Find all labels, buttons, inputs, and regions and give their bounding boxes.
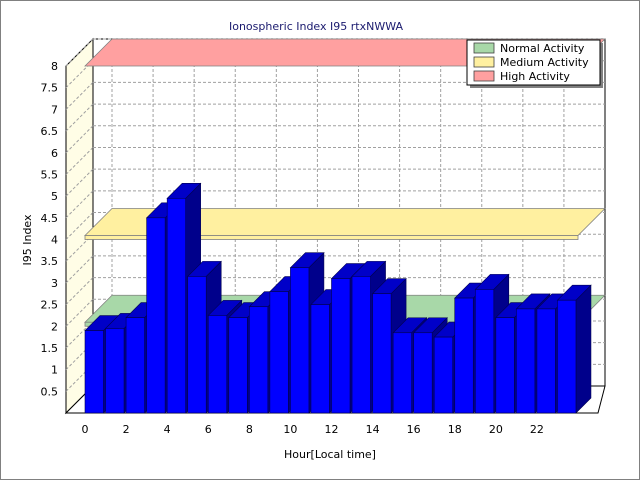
y-tick-label: 7.5 <box>41 82 59 95</box>
bar <box>536 308 556 414</box>
bar <box>105 328 125 414</box>
bar <box>351 276 371 414</box>
y-tick-label: 6 <box>51 147 58 160</box>
bar <box>495 317 515 414</box>
x-tick-labels: 0 2 4 6 8 10 12 14 16 18 20 22 <box>82 423 544 436</box>
legend-label: Medium Activity <box>500 56 589 69</box>
bar <box>125 317 145 414</box>
grid-line-side <box>65 38 94 67</box>
x-tick-label: 4 <box>164 423 171 436</box>
y-tick-label: 5 <box>51 190 58 203</box>
bar <box>207 315 228 414</box>
x-tick-label: 8 <box>246 423 253 436</box>
bar <box>454 297 474 414</box>
bar <box>187 276 207 414</box>
legend-label: High Activity <box>500 70 570 83</box>
grid-line-side <box>65 147 94 175</box>
band-front <box>84 235 579 240</box>
bar <box>290 267 310 414</box>
grid-line-side <box>65 190 94 219</box>
chart-title: Ionospheric Index I95 rtxNWWA <box>229 20 403 33</box>
x-axis-label: Hour[Local time] <box>284 448 376 461</box>
y-tick-label: 4.5 <box>41 212 59 225</box>
legend-label: Normal Activity <box>500 42 585 55</box>
x-tick-label: 0 <box>82 423 89 436</box>
x-tick-label: 16 <box>407 423 421 436</box>
bar <box>146 217 166 414</box>
x-tick-label: 18 <box>448 423 462 436</box>
bar-side <box>575 284 592 414</box>
grid-line-side <box>65 255 94 284</box>
y-tick-label: 0.5 <box>41 385 59 398</box>
bar <box>516 308 536 414</box>
bar <box>474 289 495 414</box>
grid-line-side <box>65 82 94 110</box>
bar <box>557 299 577 414</box>
bar <box>228 317 248 414</box>
x-tick-label: 20 <box>489 423 503 436</box>
bar <box>433 336 454 414</box>
y-tick-label: 3.5 <box>41 255 59 268</box>
y-tick-label: 7 <box>51 103 58 116</box>
y-tick-label: 2 <box>51 320 58 333</box>
y-tick-label: 8 <box>51 60 58 73</box>
x-tick-label: 12 <box>325 423 339 436</box>
y-tick-label: 5.5 <box>41 168 59 181</box>
grid-line-side <box>65 168 94 197</box>
legend-swatch <box>473 70 495 82</box>
bar <box>331 278 351 414</box>
y-tick-label: 1.5 <box>41 342 59 355</box>
y-tick-label: 4 <box>51 234 58 247</box>
bar <box>166 197 186 414</box>
y-axis-label: I95 Index <box>21 214 34 266</box>
grid-line-side <box>65 103 94 132</box>
grid-line-side <box>65 125 94 154</box>
x-tick-label: 22 <box>530 423 544 436</box>
bar <box>392 332 412 414</box>
bar <box>372 293 392 414</box>
legend-swatch <box>473 42 495 54</box>
grid-line-side <box>65 298 94 327</box>
y-tick-label: 6.5 <box>41 125 59 138</box>
bar-series <box>84 182 592 414</box>
bar <box>269 291 289 414</box>
x-tick-label: 10 <box>283 423 297 436</box>
bar <box>249 306 269 414</box>
bar <box>84 330 104 414</box>
bar-hour-23 <box>556 284 592 414</box>
y-tick-label: 1 <box>51 364 58 377</box>
legend-swatch <box>473 56 495 68</box>
y-tick-labels: 0.5 1 1.5 2 2.5 3 3.5 4 4.5 5 5.5 6 6.5 7 7.5 8 <box>41 60 59 398</box>
x-tick-label: 2 <box>123 423 130 436</box>
grid-line-side <box>65 277 94 305</box>
bar <box>413 332 433 414</box>
bar <box>310 304 330 414</box>
y-tick-label: 3 <box>51 277 58 290</box>
x-tick-label: 6 <box>205 423 212 436</box>
grid-line-side <box>65 212 94 240</box>
y-tick-label: 2.5 <box>41 299 59 312</box>
x-tick-label: 14 <box>366 423 380 436</box>
